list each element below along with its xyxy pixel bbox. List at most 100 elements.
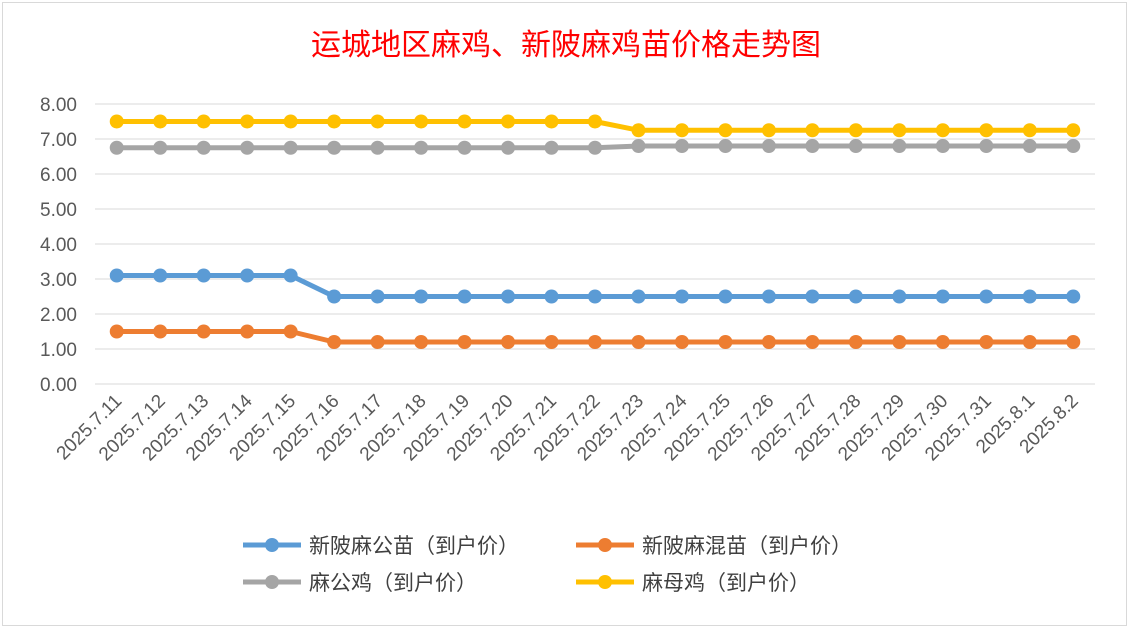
data-point [1066,139,1081,153]
data-point [544,114,559,129]
data-point [935,289,950,304]
data-point [805,335,820,349]
y-tick-label: 3.00 [40,270,77,291]
data-point [588,140,602,155]
data-point [718,123,733,138]
legend-label: 麻母鸡（到户价） [642,571,810,595]
y-axis: 0.00 1.00 2.00 3.00 4.00 5.00 6.00 7.00 8.00 [40,95,77,396]
data-point [414,335,429,349]
data-point [153,268,168,283]
y-tick-label: 6.00 [40,165,77,186]
data-point [979,139,994,153]
data-point [501,140,516,155]
data-point [501,114,516,129]
legend-item: 新陂麻公苗（到户价） [243,534,519,558]
data-point [457,140,472,155]
data-point [283,268,298,283]
series-3 [109,139,1081,155]
data-point [457,114,472,129]
series-1 [109,268,1081,304]
data-point [370,140,385,155]
data-point [935,123,950,138]
data-point [283,140,298,155]
data-point [588,335,602,349]
data-point [805,123,820,138]
series-4 [109,114,1081,138]
data-point [718,289,733,304]
data-point [283,324,298,339]
data-point [327,114,342,129]
data-point [327,289,342,304]
data-point [501,289,516,304]
legend-marker [265,575,279,589]
data-point [892,335,907,349]
data-point [457,335,472,349]
data-point [892,123,907,138]
data-point [674,289,689,304]
legend-marker [265,538,279,552]
y-tick-label: 2.00 [40,305,77,326]
data-point [674,335,689,349]
data-point [370,114,385,129]
data-point [674,123,689,138]
data-point [718,139,733,153]
data-point [1022,139,1037,153]
data-point [718,335,733,349]
data-point [848,123,863,138]
data-point [240,268,255,283]
data-point [588,289,602,304]
data-point [544,140,559,155]
legend-item: 新陂麻混苗（到户价） [576,534,852,558]
data-point [370,289,385,304]
data-point [631,335,646,349]
legend-item: 麻公鸡（到户价） [243,571,477,595]
data-point [631,139,646,153]
data-point [761,289,776,304]
data-point [1022,289,1037,304]
data-point [153,114,168,129]
data-point [892,289,907,304]
data-point [109,268,124,283]
grid-lines [95,103,1095,385]
data-point [501,335,516,349]
y-tick-label: 5.00 [40,200,77,221]
data-point [935,335,950,349]
data-point [1022,335,1037,349]
chart-title: 运城地区麻鸡、新陂麻鸡苗价格走势图 [311,28,821,63]
legend-marker [598,538,612,552]
data-point [196,268,211,283]
data-point [631,123,646,138]
legend-marker [598,575,612,589]
data-point [109,140,124,155]
data-point [327,335,342,349]
data-point [761,139,776,153]
data-point [892,139,907,153]
data-point [1066,335,1081,349]
y-tick-label: 7.00 [40,130,77,151]
data-point [414,114,429,129]
series-group [109,114,1081,349]
data-point [979,335,994,349]
data-point [457,289,472,304]
data-point [414,140,429,155]
data-point [674,139,689,153]
data-point [153,324,168,339]
x-axis: 2025.7.112025.7.122025.7.132025.7.142025… [53,390,1083,465]
legend: 新陂麻公苗（到户价） 新陂麻混苗（到户价） 麻公鸡（到户价） 麻母鸡（到户价） [243,534,852,595]
data-point [544,289,559,304]
data-point [588,114,602,129]
y-tick-label: 8.00 [40,95,77,116]
data-point [414,289,429,304]
data-point [240,114,255,129]
data-point [979,123,994,138]
data-point [1022,123,1037,138]
data-point [109,114,124,129]
data-point [935,139,950,153]
data-point [153,140,168,155]
data-point [109,324,124,339]
data-point [631,289,646,304]
data-point [761,123,776,138]
data-point [1066,289,1081,304]
legend-label: 麻公鸡（到户价） [309,571,477,595]
